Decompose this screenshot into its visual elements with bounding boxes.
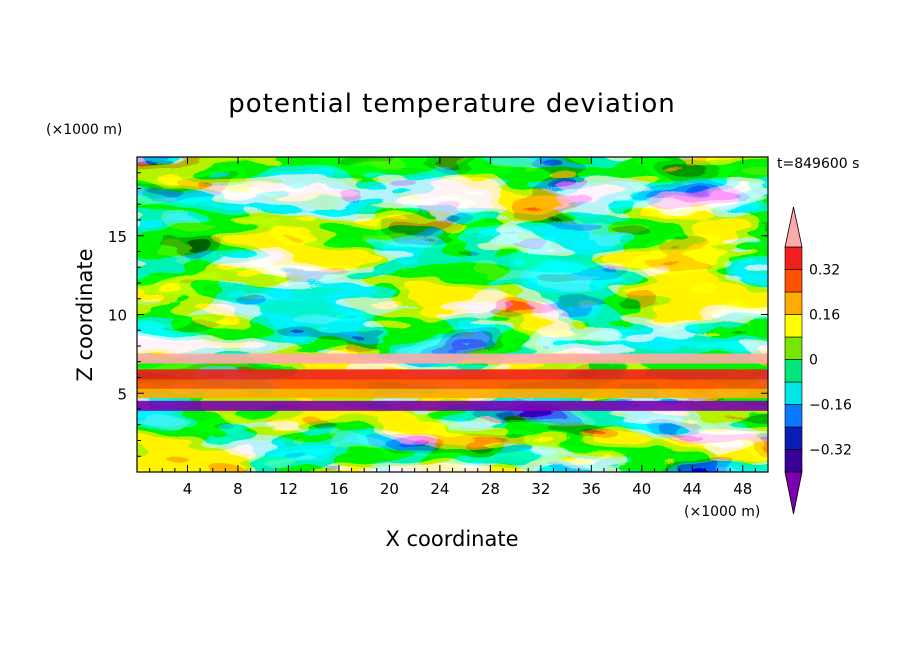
band-0 <box>137 400 768 411</box>
y-unit-label: (×1000 m) <box>46 122 122 138</box>
colorbar-segment <box>784 336 803 360</box>
x-tick-label: 28 <box>481 480 500 498</box>
colorbar-min-extension <box>784 471 803 515</box>
x-tick-label: 4 <box>183 480 193 498</box>
colorbar-segment <box>784 404 803 428</box>
colorbar-segment <box>784 246 803 270</box>
x-tick-label: 48 <box>733 480 752 498</box>
x-tick-label: 44 <box>683 480 702 498</box>
x-tick-label: 40 <box>632 480 651 498</box>
colorbar-label: 0 <box>809 353 818 369</box>
band-1 <box>137 388 768 399</box>
x-unit-label: (×1000 m) <box>684 504 760 520</box>
x-tick-label: 16 <box>329 480 348 498</box>
x-axis-ticks: 4 8 12 16 20 24 28 32 36 40 44 48 <box>149 157 756 498</box>
y-axis-ticks: 5 10 15 <box>108 172 768 457</box>
horizontal-bands <box>137 353 768 411</box>
colorbar-segment <box>784 314 803 338</box>
x-tick-label: 36 <box>582 480 601 498</box>
colorbar-label: −0.32 <box>809 443 852 459</box>
colorbar-label: −0.16 <box>809 398 852 414</box>
colorbar-segment <box>784 269 803 293</box>
colorbar-label: 0.32 <box>809 263 840 279</box>
colorbar-segment <box>784 449 803 473</box>
plot-area <box>137 157 768 472</box>
band-3 <box>137 369 768 380</box>
colorbar-segment <box>784 381 803 405</box>
band-4 <box>137 353 768 364</box>
x-tick-label: 12 <box>279 480 298 498</box>
x-tick-label: 24 <box>430 480 449 498</box>
colorbar-segment <box>784 359 803 383</box>
x-tick-label: 32 <box>531 480 550 498</box>
chart-title: potential temperature deviation <box>228 89 675 119</box>
colorbar-segment <box>784 426 803 450</box>
x-tick-label: 8 <box>233 480 243 498</box>
y-tick-label: 15 <box>108 228 127 246</box>
band-2 <box>137 378 768 389</box>
colorbar-label: 0.16 <box>809 308 840 324</box>
colorbar-max-extension <box>784 206 803 248</box>
y-tick-label: 10 <box>108 307 127 325</box>
y-tick-label: 5 <box>117 385 127 403</box>
time-label: t=849600 s <box>777 156 859 172</box>
x-tick-label: 20 <box>380 480 399 498</box>
x-axis-label: X coordinate <box>385 527 518 551</box>
colorbar: 0.32 0.16 0 −0.16 −0.32 <box>784 206 852 515</box>
contour-field <box>137 157 768 472</box>
y-axis-label: Z coordinate <box>73 248 97 381</box>
colorbar-segment <box>784 291 803 315</box>
